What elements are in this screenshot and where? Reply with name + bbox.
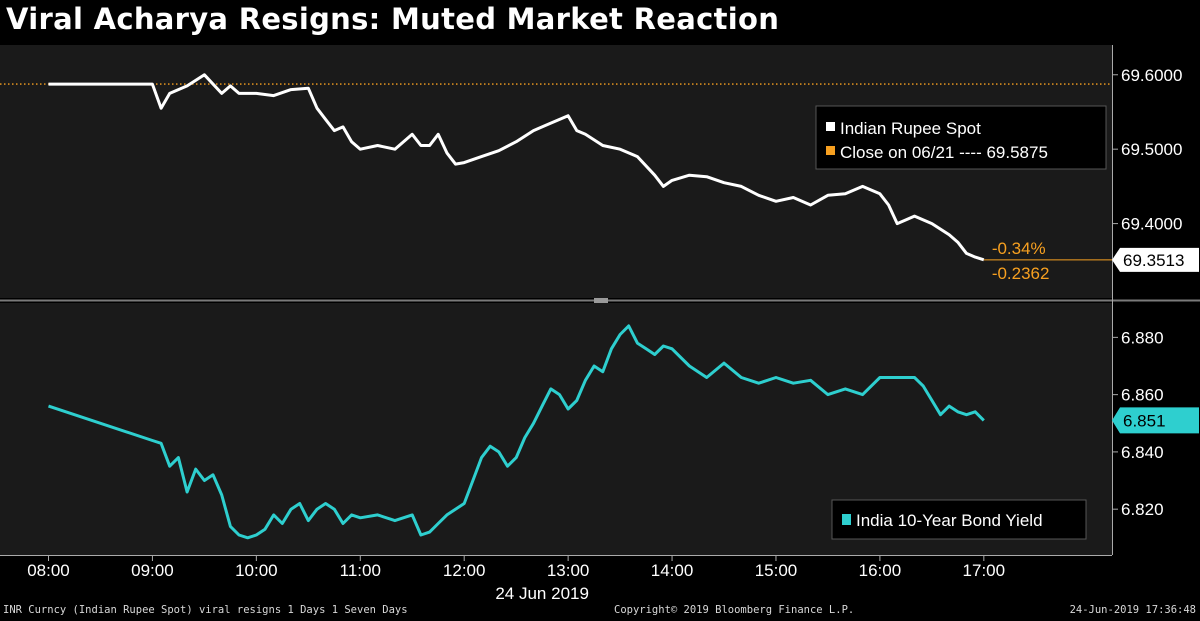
top-ytick-label: 69.6000 xyxy=(1121,66,1182,85)
legend-swatch-close xyxy=(826,146,835,155)
legend-label-close: Close on 06/21 ---- 69.5875 xyxy=(840,143,1048,162)
bottom-ytick-label: 6.880 xyxy=(1121,328,1164,347)
rupee-last-value-label: 69.3513 xyxy=(1123,251,1184,270)
legend-swatch-bond xyxy=(842,514,851,525)
legend-swatch-rupee xyxy=(826,122,835,131)
bond-last-value-label: 6.851 xyxy=(1123,411,1166,430)
top-legend-box xyxy=(815,105,1107,170)
rupee-change-abs: -0.2362 xyxy=(992,264,1050,283)
xtick-label: 12:00 xyxy=(443,561,486,580)
xtick-label: 09:00 xyxy=(131,561,174,580)
footer-security-info: INR Curncy (Indian Rupee Spot) viral res… xyxy=(3,604,408,616)
xtick-label: 10:00 xyxy=(235,561,278,580)
xtick-label: 14:00 xyxy=(651,561,694,580)
chart-title: Viral Acharya Resigns: Muted Market Reac… xyxy=(6,2,780,36)
xtick-label: 17:00 xyxy=(963,561,1006,580)
panel-resize-handle xyxy=(594,298,608,303)
bottom-ytick-label: 6.820 xyxy=(1121,500,1164,519)
bond-yield-line xyxy=(48,324,985,540)
bottom-ytick-label: 6.840 xyxy=(1121,443,1164,462)
top-ytick-label: 69.4000 xyxy=(1121,215,1182,234)
xtick-label: 11:00 xyxy=(340,561,381,580)
legend-label-rupee: Indian Rupee Spot xyxy=(840,119,981,138)
footer-copyright: Copyright© 2019 Bloomberg Finance L.P. xyxy=(614,604,855,616)
x-axis-date-label: 24 Jun 2019 xyxy=(495,584,589,603)
rupee-spot-line xyxy=(48,73,985,262)
xtick-label: 16:00 xyxy=(859,561,902,580)
xtick-label: 08:00 xyxy=(27,561,70,580)
rupee-last-value-tag xyxy=(1112,247,1199,272)
xtick-label: 15:00 xyxy=(755,561,798,580)
xtick-label: 13:00 xyxy=(547,561,590,580)
bond-last-value-tag xyxy=(1112,407,1199,434)
bottom-ytick-label: 6.860 xyxy=(1121,386,1164,405)
top-panel-bg xyxy=(0,45,1112,298)
legend-label-bond: India 10-Year Bond Yield xyxy=(856,511,1043,530)
bottom-legend-box xyxy=(831,499,1087,540)
footer-timestamp: 24-Jun-2019 17:36:48 xyxy=(1069,604,1196,616)
rupee-change-percent: -0.34% xyxy=(992,239,1046,258)
top-ytick-label: 69.5000 xyxy=(1121,140,1182,159)
